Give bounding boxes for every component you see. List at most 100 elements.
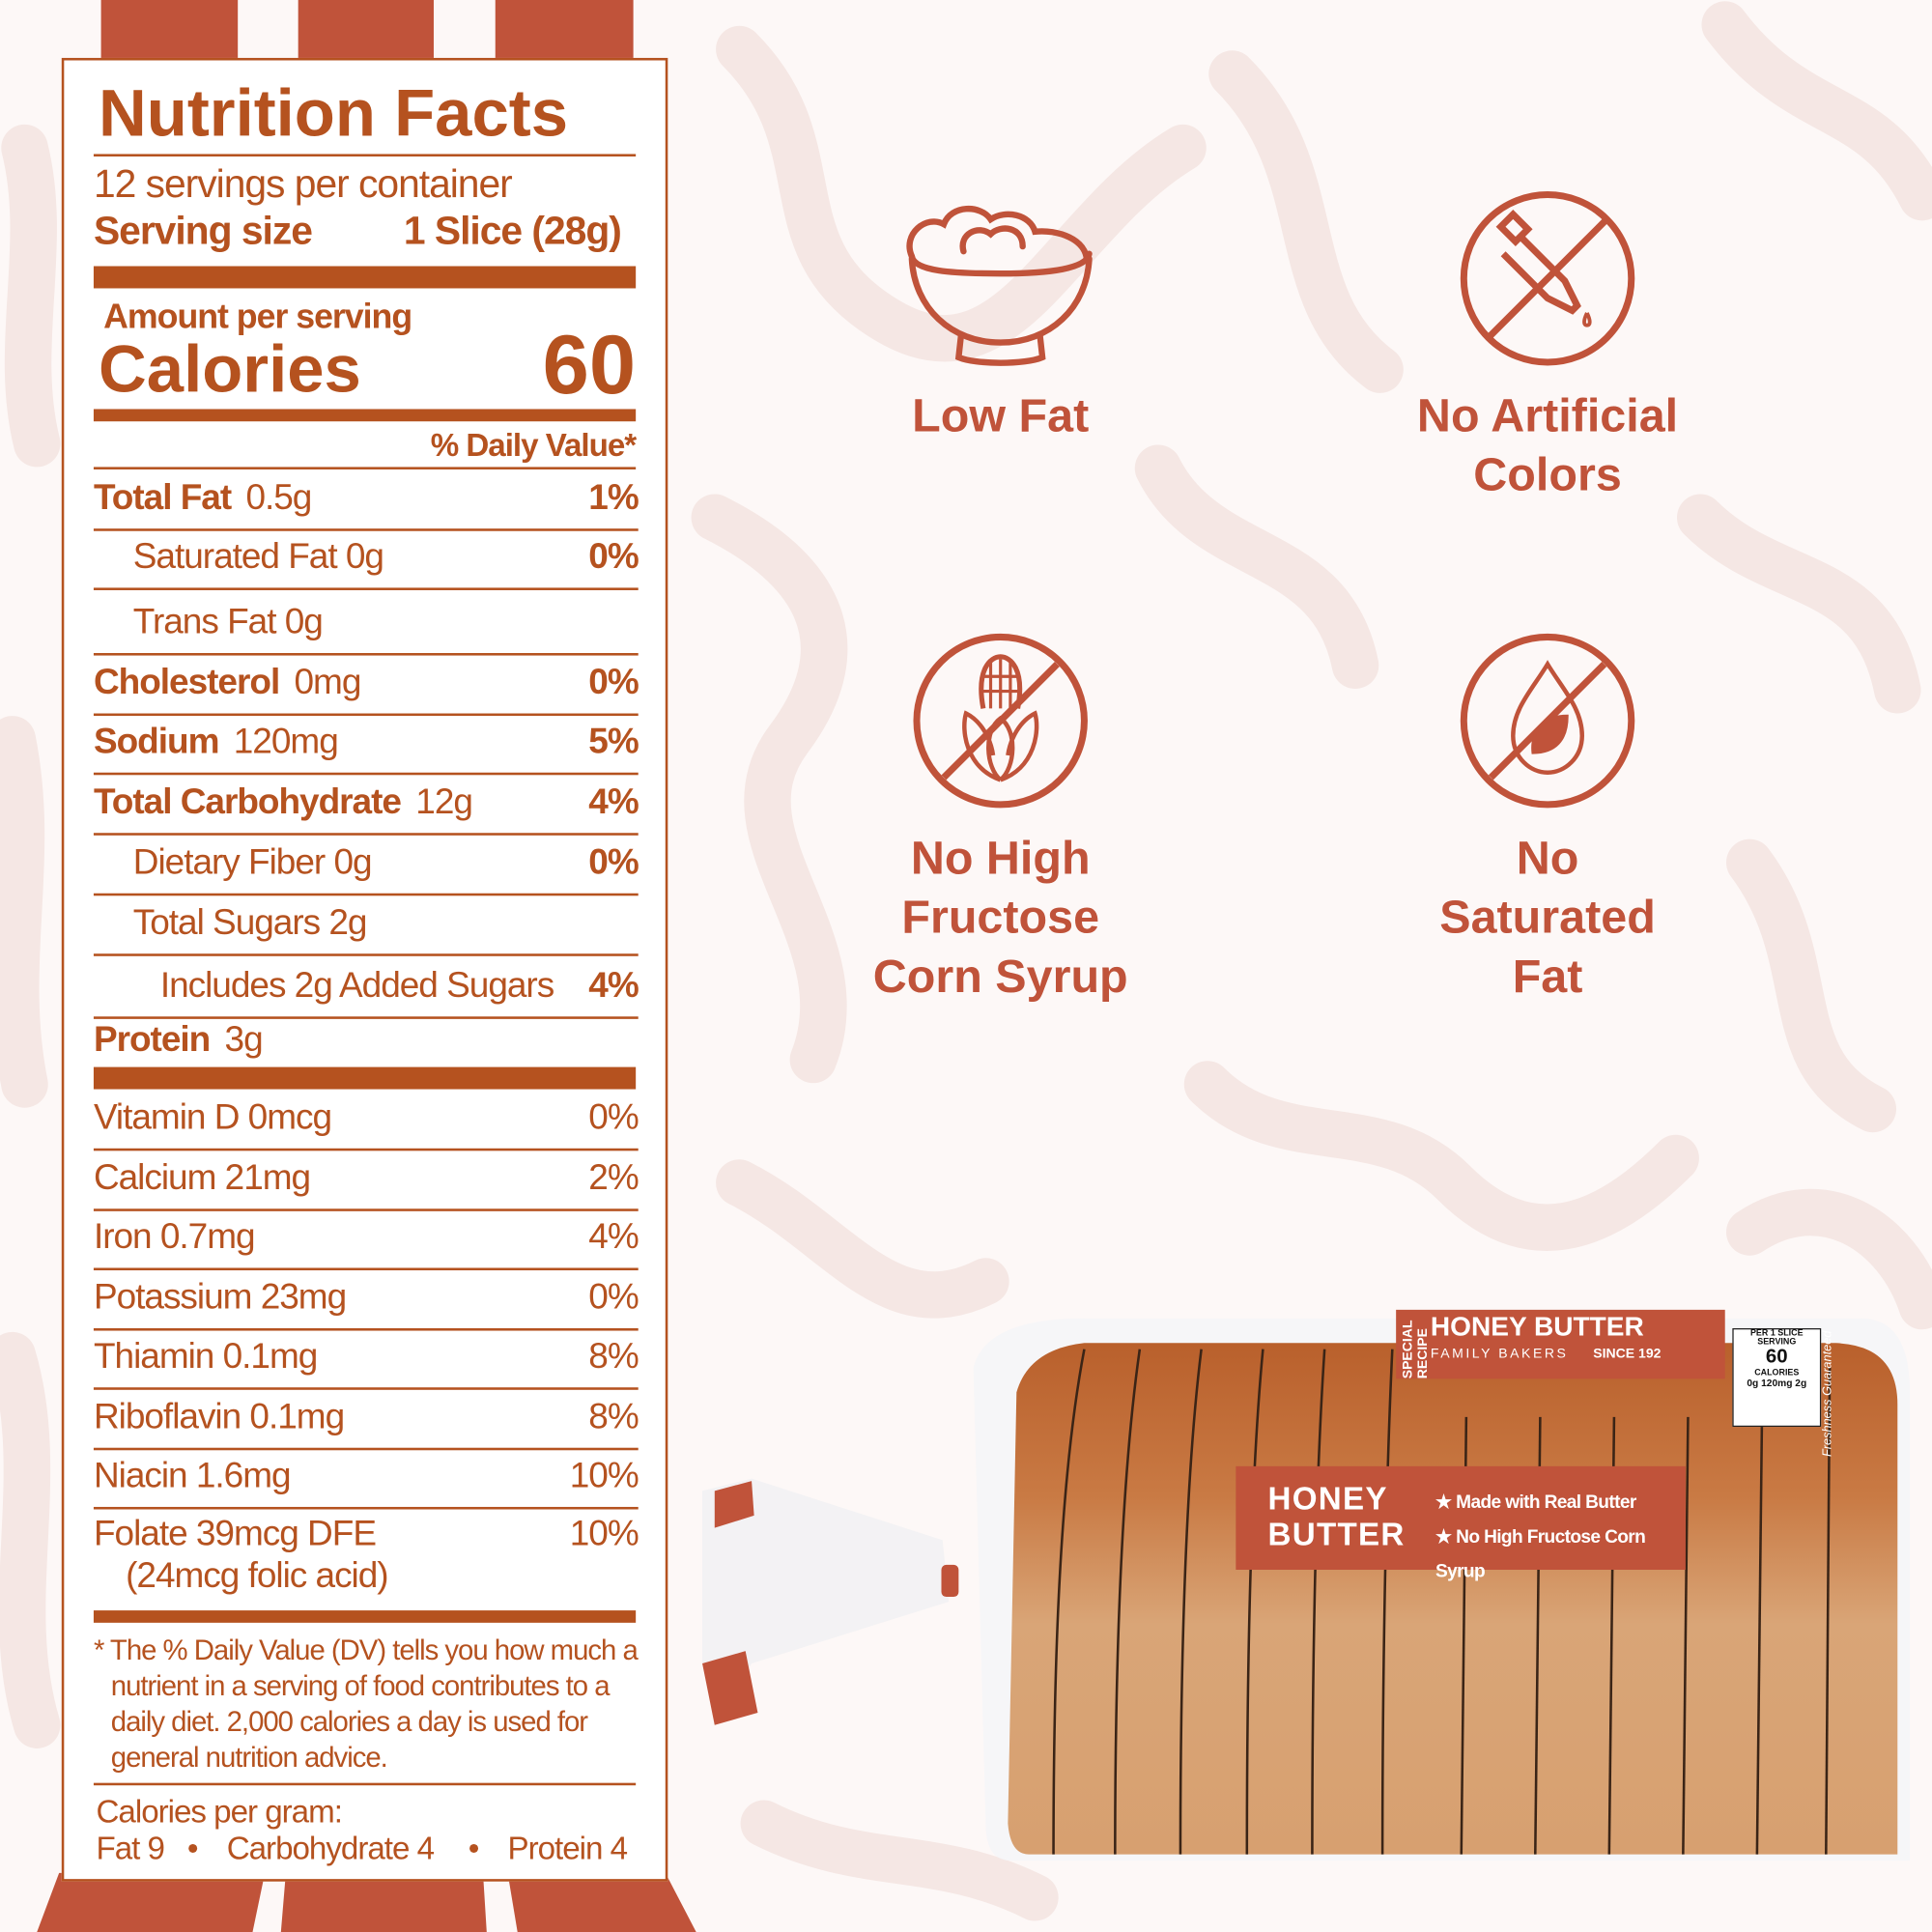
nutrient-label: Sodium: [93, 722, 220, 762]
micronutrient-daily-value: 2%: [588, 1157, 639, 1198]
nutrient-amount: 3g: [224, 1020, 264, 1060]
nutrient-daily-value: 0%: [588, 537, 639, 577]
footnote-line: general nutrition advice.: [110, 1741, 388, 1774]
micronutrient-daily-value: 10%: [569, 1456, 639, 1496]
serving-size-value: 1 Slice (28g): [403, 208, 622, 253]
amount-per-serving: Amount per serving: [103, 297, 412, 335]
claim-text: Saturated: [1439, 892, 1656, 945]
micronutrient-daily-value: 0%: [588, 1277, 639, 1317]
nutrient-row: Trans Fat 0g: [93, 587, 639, 656]
nutrient-daily-value: 1%: [588, 477, 639, 518]
nutrient-daily-value: 4%: [588, 965, 639, 1006]
nutrient-label: Total Sugars 2g: [132, 902, 368, 943]
nutrient-row: Dietary Fiber 0g 0%: [93, 833, 639, 896]
nutrient-row: Total Sugars 2g: [93, 894, 639, 956]
nutrient-label: Cholesterol: [93, 663, 280, 703]
folate-label: Folate 39mcg DFE: [93, 1514, 377, 1554]
servings-per-container: 12 servings per container: [93, 161, 513, 207]
nutrition-facts-panel: Nutrition Facts 12 servings per containe…: [61, 57, 668, 1882]
nutrient-daily-value: 5%: [588, 722, 639, 762]
top-stripe: [100, 0, 239, 60]
nutrient-row: Sodium 120mg 5%: [93, 714, 639, 776]
nutrition-title: Nutrition Facts: [99, 76, 569, 151]
nutrient-label: Saturated Fat 0g: [132, 537, 384, 577]
nutrient-name: Includes 2g Added Sugars: [160, 966, 569, 1007]
serving-size-label: Serving size: [93, 208, 313, 253]
micronutrient-daily-value: 4%: [588, 1217, 639, 1258]
nutrient-amount: 0.5g: [245, 477, 312, 518]
no-dropper-icon: [1460, 191, 1635, 366]
nutrient-row: Saturated Fat 0g 0%: [93, 528, 639, 590]
micronutrient-row: Vitamin D 0mcg 0%: [93, 1090, 639, 1151]
text: 60: [1765, 1347, 1788, 1368]
top-label-family: FAMILY BAKERS: [1430, 1347, 1569, 1362]
micronutrient-row: Potassium 23mg 0%: [93, 1268, 639, 1330]
nutrient-label: Total Carbohydrate: [93, 781, 402, 822]
text: HONEY: [1267, 1479, 1388, 1518]
bowl-icon: [906, 205, 1093, 366]
nutrient-name: Total Sugars 2g: [133, 903, 382, 944]
calories-per-gram-label: Calories per gram:: [96, 1792, 342, 1831]
cal-per-gram-carb: Carbohydrate 4: [226, 1830, 435, 1867]
folate-sub: (24mcg folic acid): [126, 1555, 389, 1596]
micronutrient-label: Vitamin D 0mcg: [93, 1097, 332, 1138]
claim-text: No Artificial: [1416, 390, 1679, 442]
daily-value-header: % Daily Value*: [430, 426, 637, 464]
nutrient-row: Total Carbohydrate 12g 4%: [93, 773, 639, 836]
footnote-line: daily diet. 2,000 calories a day is used…: [110, 1705, 588, 1738]
nutrient-row: Protein 3g: [94, 1016, 639, 1070]
front-label-name: HONEY BUTTER: [1267, 1481, 1405, 1552]
calories-value: 60: [542, 318, 637, 412]
text: ★ No High Fructose Corn Syrup: [1435, 1526, 1646, 1582]
nutrient-name: Protein 3g: [94, 1020, 264, 1061]
claim-no-saturated-fat: No Saturated Fat: [1325, 829, 1769, 1007]
text: PER 1 SLICE SERVING: [1749, 1329, 1804, 1348]
nutrient-daily-value: 0%: [588, 842, 639, 883]
micronutrient-label: Riboflavin 0.1mg: [93, 1396, 345, 1436]
nutrient-name: Trans Fat 0g: [133, 603, 337, 643]
claim-no-hfcs: No High Fructose Corn Syrup: [779, 829, 1222, 1007]
separator: •: [186, 1830, 199, 1867]
text: 0g 120mg 2g: [1747, 1378, 1807, 1389]
footnote-line: nutrient in a serving of food contribute…: [110, 1669, 611, 1702]
claim-text: Corn Syrup: [872, 951, 1128, 1004]
top-label: SPECIAL RECIPE HONEY BUTTER FAMILY BAKER…: [1396, 1309, 1725, 1379]
micronutrient-daily-value: 8%: [588, 1396, 639, 1436]
front-label-bullets: ★ Made with Real Butter ★ No High Fructo…: [1435, 1486, 1686, 1589]
claim-text: No: [1516, 833, 1579, 885]
top-label-special: SPECIAL RECIPE: [1401, 1320, 1431, 1379]
nutrient-row: Total Fat 0.5g 1%: [93, 469, 639, 531]
cal-per-gram-fat: Fat 9: [96, 1830, 164, 1867]
micronutrient-label: Niacin 1.6mg: [93, 1456, 292, 1496]
micronutrient-row: Calcium 21mg 2%: [93, 1149, 639, 1211]
freshness-text: Freshness Guaranteed: [1821, 1330, 1835, 1458]
bottom-stripes: [37, 1872, 696, 1932]
claim-text: Low Fat: [912, 390, 1090, 442]
nutrient-amount: 0mg: [294, 663, 362, 703]
text: CALORIES: [1754, 1369, 1800, 1378]
micronutrient-row: Riboflavin 0.1mg 8%: [93, 1388, 639, 1450]
nutrient-label: Trans Fat 0g: [132, 602, 324, 642]
claim-text: Fructose: [901, 892, 1100, 945]
micronutrient-label: Potassium 23mg: [93, 1277, 347, 1317]
claim-low-fat: Low Fat: [779, 387, 1222, 446]
nutrient-name: Cholesterol 0mg: [93, 663, 362, 703]
top-stripe: [495, 0, 634, 60]
micronutrient-daily-value: 8%: [588, 1336, 639, 1377]
claim-text: No High: [910, 833, 1091, 885]
micronutrient-row: Niacin 1.6mg 10%: [93, 1448, 639, 1510]
top-stripe: [298, 0, 434, 60]
nutrient-amount: 12g: [415, 781, 473, 822]
nutrient-label: Includes 2g Added Sugars: [159, 965, 554, 1006]
text: ★ Made with Real Butter: [1435, 1492, 1636, 1514]
micronutrient-label: Iron 0.7mg: [93, 1217, 256, 1258]
no-corn-icon: [913, 633, 1088, 809]
cal-per-gram-protein: Protein 4: [507, 1830, 629, 1867]
separator: •: [468, 1830, 480, 1867]
micronutrient-row: Iron 0.7mg 4%: [93, 1208, 639, 1271]
facts-up-front-strip: PER 1 SLICE SERVING 60 CALORIES 0g 120mg…: [1732, 1327, 1822, 1428]
text: BUTTER: [1267, 1515, 1406, 1553]
nutrient-name: Sodium 120mg: [93, 722, 339, 762]
